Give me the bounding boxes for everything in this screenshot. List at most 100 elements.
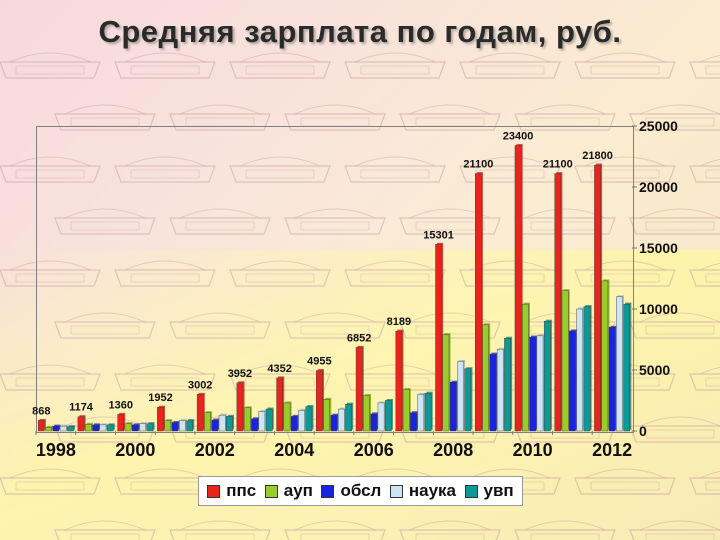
data-label: 1360 — [108, 399, 132, 411]
bar-ауп — [363, 395, 370, 432]
bar-ауп — [45, 427, 52, 432]
x-tick-label: 2010 — [513, 440, 553, 460]
bar-ппс — [554, 173, 562, 432]
bar-наука — [139, 423, 146, 432]
data-label: 1952 — [148, 392, 172, 404]
bar-обсл — [171, 422, 179, 432]
x-tick-label: 2008 — [433, 440, 473, 460]
bar-увп — [424, 392, 432, 432]
bar-обсл — [330, 414, 338, 432]
bar-обсл — [410, 412, 417, 432]
bar-ппс — [157, 406, 164, 432]
data-label: 868 — [32, 405, 50, 417]
bar-наука — [99, 424, 107, 432]
data-label: 6852 — [347, 332, 371, 344]
bar-наука — [616, 296, 623, 432]
data-label: 21100 — [463, 159, 493, 171]
x-tick-label: 2002 — [195, 440, 235, 460]
legend-item-nauka: наука — [389, 481, 456, 501]
bar-ппс — [196, 394, 204, 432]
legend-label-pps: ппс — [226, 481, 257, 500]
legend-label-obsl: обсл — [340, 481, 382, 500]
bar-ауп — [323, 399, 331, 432]
bar-наука — [218, 414, 226, 432]
bar-увп — [385, 400, 392, 432]
legend: ппс ауп обсл наука увп — [198, 476, 523, 506]
bar-наука — [258, 411, 266, 432]
y-tick-label: 5000 — [639, 362, 670, 378]
bar-наука — [338, 408, 345, 432]
bar-ппс — [77, 416, 85, 432]
bar-наука — [457, 361, 464, 432]
bar-увп — [106, 424, 114, 432]
legend-label-nauka: наука — [408, 481, 456, 500]
bar-обсл — [290, 416, 298, 432]
bar-ппс — [236, 382, 244, 432]
bar-обсл — [132, 424, 139, 432]
data-label: 21100 — [543, 159, 573, 171]
bar-ппс — [355, 347, 363, 432]
bar-наука — [496, 349, 504, 432]
y-tick-label: 10000 — [639, 301, 678, 317]
data-label: 8189 — [387, 316, 411, 328]
data-label: 23400 — [503, 131, 534, 143]
bar-увп — [305, 406, 313, 432]
legend-swatch-aup — [264, 484, 278, 498]
bar-ауп — [402, 389, 410, 432]
y-tick-label: 15000 — [639, 240, 678, 256]
bar-увп — [464, 368, 472, 432]
legend-swatch-obsl — [321, 484, 335, 498]
bar-обсл — [251, 418, 258, 432]
bar-ппс — [395, 330, 403, 432]
y-tick-label: 25000 — [639, 118, 678, 134]
bar-наука — [179, 420, 186, 432]
bar-увп — [67, 426, 74, 432]
bar-наука — [298, 410, 305, 432]
bar-обсл — [92, 424, 99, 432]
bar-обсл — [211, 419, 219, 432]
x-tick-label: 2004 — [274, 440, 314, 460]
bar-ауп — [204, 412, 211, 432]
bar-наука — [377, 402, 385, 432]
bar-наука — [576, 308, 583, 432]
bar-ппс — [117, 414, 125, 432]
bar-ауп — [243, 407, 251, 432]
legend-swatch-nauka — [389, 484, 403, 498]
bar-ауп — [283, 402, 291, 432]
legend-label-aup: ауп — [283, 481, 313, 500]
bar-ппс — [594, 164, 601, 432]
legend-item-aup: ауп — [264, 481, 313, 501]
bar-обсл — [52, 425, 60, 432]
bar-ауп — [442, 334, 450, 432]
x-tick-label: 1998 — [36, 440, 76, 460]
legend-item-uvp: увп — [464, 481, 514, 501]
legend-swatch-uvp — [464, 484, 478, 498]
bar-увп — [186, 420, 193, 432]
bar-увп — [226, 416, 233, 432]
bar-ппс — [316, 370, 323, 432]
data-label: 15301 — [423, 229, 454, 241]
data-label: 3952 — [228, 368, 252, 380]
bar-наука — [59, 425, 67, 432]
bar-наука — [536, 335, 544, 432]
x-tick-label: 2012 — [592, 440, 632, 460]
bar-обсл — [569, 330, 576, 432]
x-tick-label: 2000 — [115, 440, 155, 460]
bar-ппс — [435, 244, 442, 432]
page-title: Средняя зарплата по годам, руб. — [98, 14, 622, 49]
legend-swatch-pps — [207, 484, 221, 498]
y-tick-label: 20000 — [639, 179, 678, 195]
bar-увп — [504, 338, 511, 432]
legend-item-obsl: обсл — [321, 481, 381, 501]
legend-item-pps: ппс — [207, 481, 256, 501]
bar-ауп — [601, 280, 609, 432]
bar-ауп — [561, 290, 569, 432]
y-tick-label: 0 — [639, 423, 647, 439]
bar-увп — [265, 408, 273, 432]
data-label: 21800 — [582, 150, 613, 162]
bar-ауп — [124, 423, 132, 432]
bar-ауп — [522, 303, 529, 432]
bar-ауп — [482, 324, 489, 432]
bar-обсл — [370, 413, 378, 432]
bar-увп — [345, 403, 352, 432]
